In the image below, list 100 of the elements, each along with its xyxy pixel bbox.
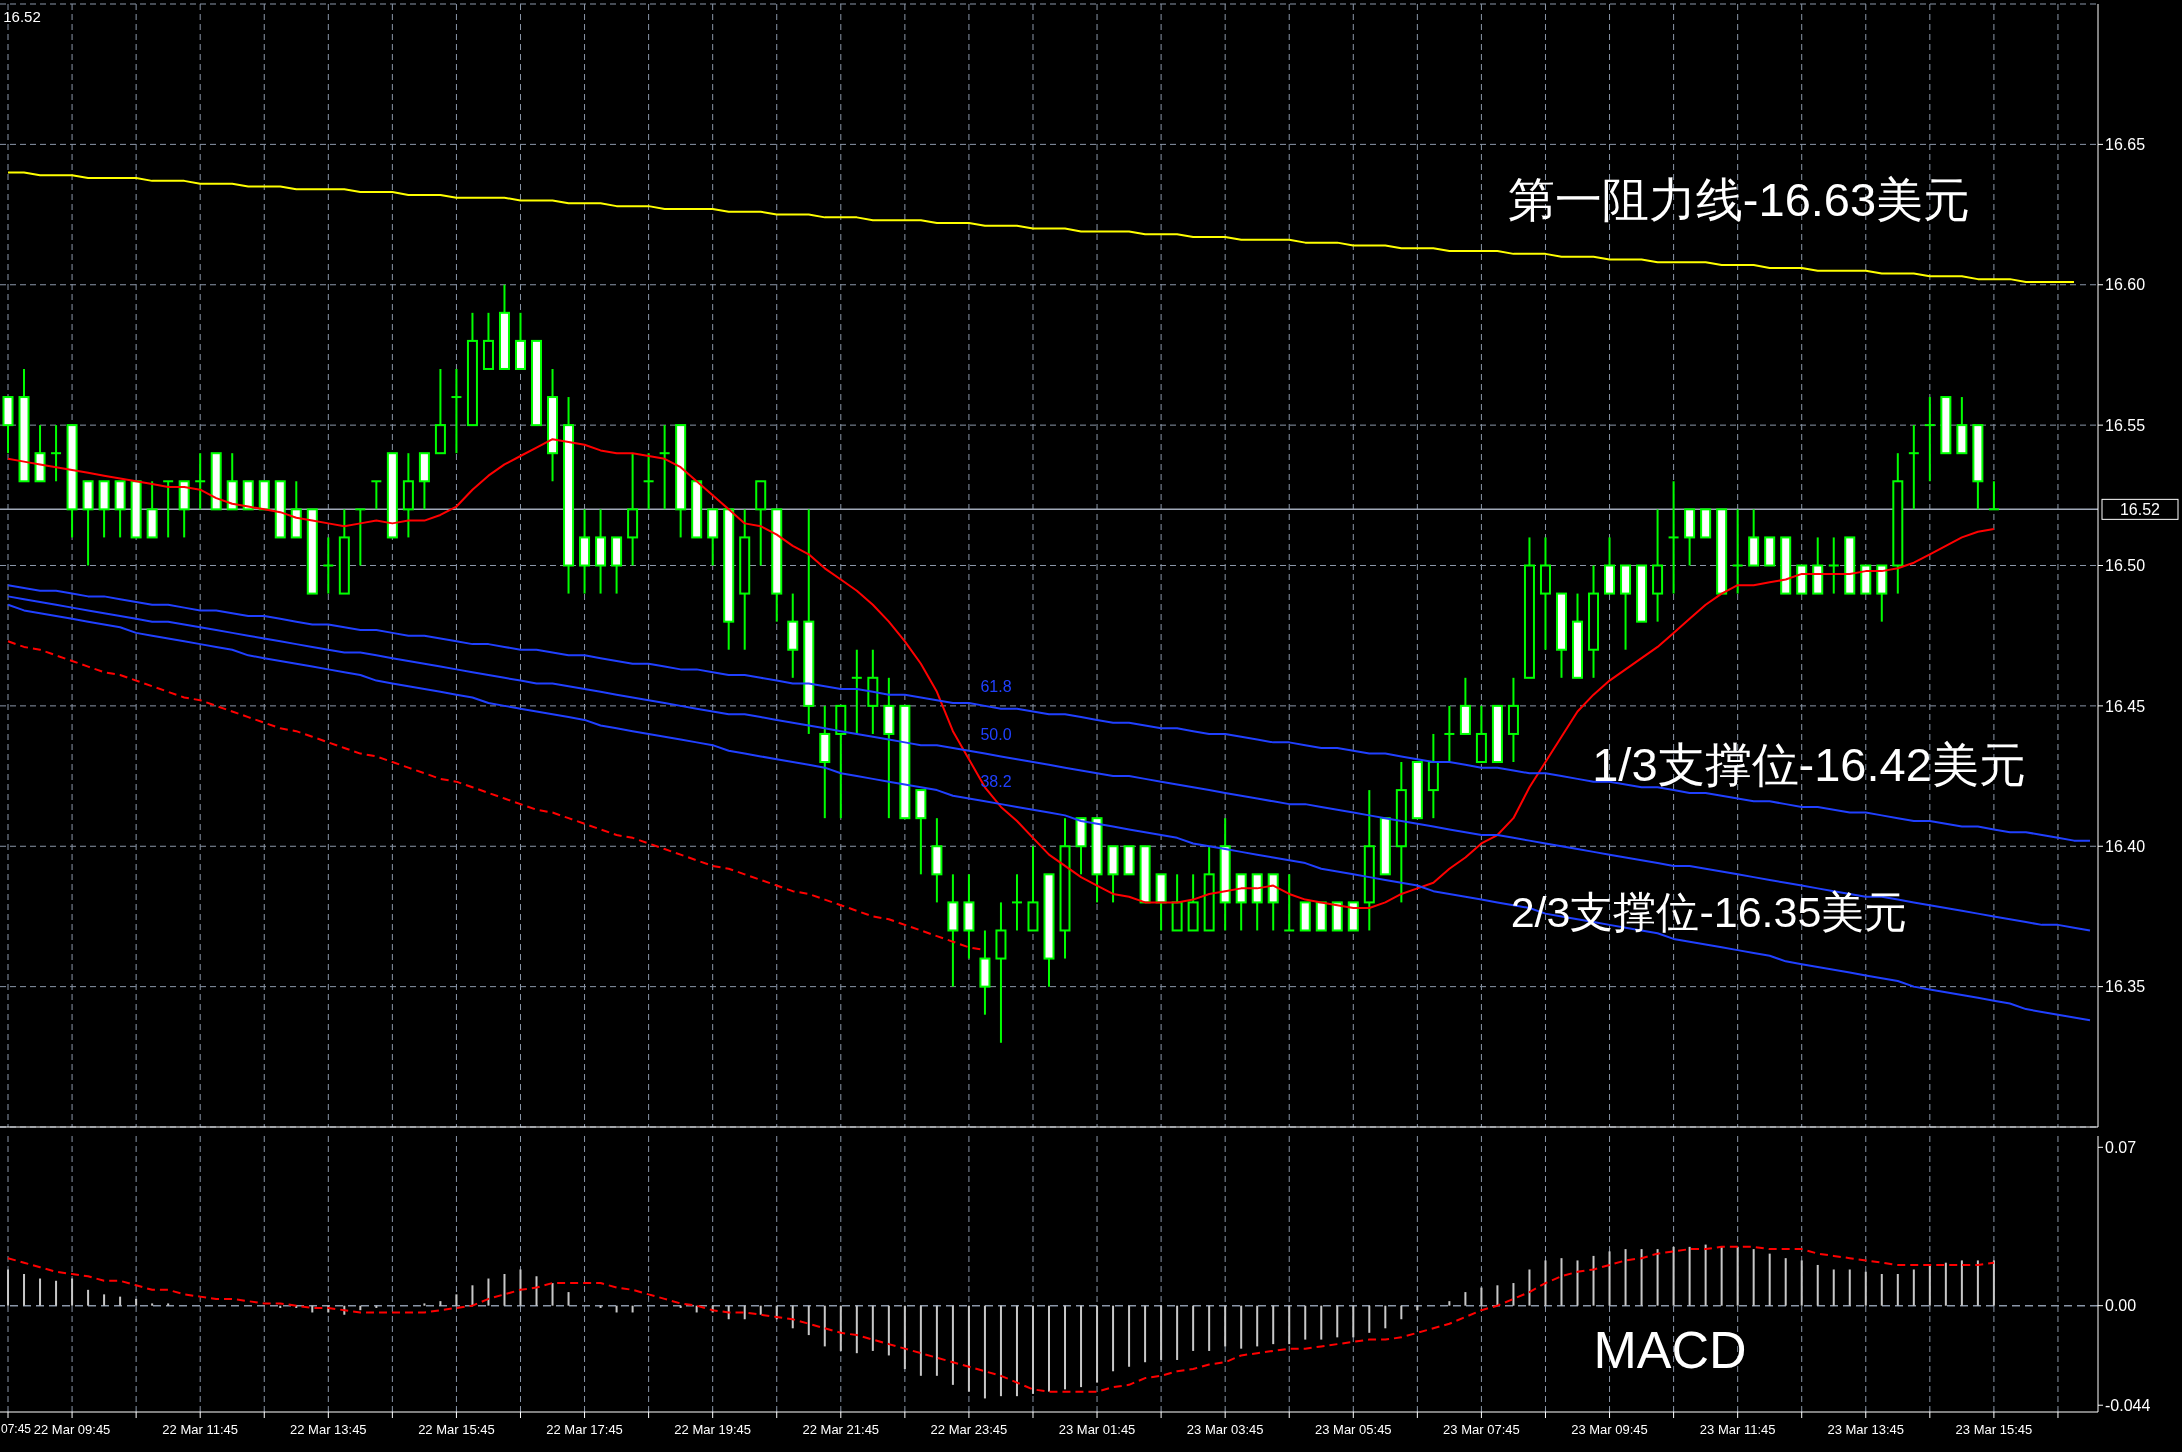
candlestick: [1667, 480, 1680, 595]
bar: [1160, 1305, 1163, 1360]
bar: [1960, 1260, 1963, 1306]
bar: [839, 1305, 842, 1351]
bar: [1272, 1305, 1275, 1345]
candlestick: [1923, 396, 1936, 483]
annotation: 50.0: [980, 726, 1012, 743]
bar: [167, 1303, 170, 1306]
bar: [7, 1269, 10, 1306]
bar: [1064, 1305, 1067, 1390]
bar: [807, 1305, 810, 1336]
candlestick: [162, 480, 175, 539]
bar: [1656, 1249, 1659, 1306]
bar: [487, 1278, 490, 1306]
line-series: [7, 595, 2091, 932]
bar: [1864, 1271, 1867, 1306]
bar: [983, 1305, 986, 1399]
annotation: MACD: [1593, 1321, 1747, 1379]
candlestick: [1827, 536, 1840, 595]
bar: [71, 1278, 74, 1306]
bar: [1192, 1305, 1195, 1351]
y-tick-label: 16.35: [2105, 978, 2146, 996]
bar: [1464, 1292, 1467, 1306]
annotation: 38.2: [980, 773, 1012, 790]
x-tick-label: 23 Mar 01:45: [1058, 1422, 1136, 1437]
bar: [1320, 1305, 1323, 1340]
annotation: 第一阻力线-16.63美元: [1507, 172, 1971, 226]
bar: [1848, 1269, 1851, 1306]
bar: [1048, 1305, 1050, 1392]
line-series: [7, 171, 2075, 283]
x-tick-label: 22 Mar 09:45: [33, 1422, 111, 1437]
bar: [871, 1305, 874, 1351]
bar: [1752, 1249, 1755, 1306]
candlestick: [194, 452, 207, 511]
bar: [1896, 1274, 1899, 1306]
bar: [1688, 1246, 1691, 1306]
bar: [135, 1298, 138, 1306]
line-series: [7, 603, 2091, 1022]
bar: [935, 1305, 938, 1376]
x-tick-label: 23 Mar 07:45: [1443, 1422, 1520, 1437]
x-tick-label: 22 Mar 11:45: [162, 1422, 239, 1437]
bar: [535, 1276, 538, 1306]
bar: [55, 1280, 58, 1306]
annotation: 1/3支撑位-16.42美元: [1592, 737, 2026, 791]
x-tick-label: 23 Mar 11:45: [1699, 1422, 1776, 1437]
bar: [1720, 1246, 1723, 1306]
x-tick-label: 22 Mar 19:45: [674, 1422, 751, 1437]
bar: [1304, 1305, 1307, 1340]
x-tick-label: 22 Mar 13:45: [290, 1422, 367, 1437]
bar: [1576, 1260, 1579, 1306]
ref-line-label: 16.52: [2119, 500, 2161, 518]
bar: [1800, 1260, 1803, 1306]
bar: [471, 1285, 474, 1306]
bar: [887, 1305, 890, 1356]
candlestick: [1987, 480, 2000, 511]
bar: [855, 1305, 858, 1354]
bar: [567, 1292, 570, 1306]
bar: [903, 1305, 906, 1370]
bar: [439, 1301, 442, 1306]
y-tick-label: 0.00: [2105, 1297, 2137, 1315]
bar: [1096, 1305, 1099, 1383]
bar: [1368, 1305, 1371, 1333]
bar: [1288, 1305, 1291, 1345]
x-tick-label: 23 Mar 03:45: [1186, 1422, 1264, 1437]
bar: [1400, 1305, 1403, 1320]
bar: [23, 1274, 26, 1306]
bar: [1112, 1305, 1115, 1372]
bar: [1944, 1262, 1947, 1306]
bar: [1992, 1260, 1995, 1306]
bar: [1208, 1305, 1211, 1351]
candlestick: [50, 424, 63, 483]
candlestick: [1443, 704, 1456, 764]
bar: [1976, 1260, 1979, 1306]
bar: [119, 1296, 122, 1306]
x-tick-label: 23 Mar 05:45: [1314, 1422, 1392, 1437]
candlestick: [850, 648, 863, 735]
y-tick-label: 16.50: [2105, 557, 2146, 575]
bar: [1384, 1305, 1387, 1329]
bar: [1336, 1305, 1339, 1338]
bar: [1704, 1244, 1707, 1306]
annotation: 16.52: [3, 7, 41, 25]
y-tick-label: 16.45: [2105, 697, 2146, 715]
candlestick: [658, 424, 671, 511]
bar: [551, 1283, 554, 1306]
bar: [423, 1303, 426, 1306]
bar: [967, 1305, 970, 1392]
annotation: 61.8: [980, 678, 1012, 695]
x-tick-label: 22 Mar 23:45: [930, 1422, 1008, 1437]
x-tick-label: 22 Mar 21:45: [802, 1422, 880, 1437]
line-series: [7, 584, 2091, 842]
y-tick-label: 0.07: [2105, 1138, 2137, 1156]
y-tick-label: 16.40: [2105, 837, 2146, 855]
bar: [1816, 1264, 1819, 1306]
bar: [1448, 1301, 1451, 1306]
candlestick: [322, 536, 335, 595]
candlestick: [1731, 508, 1744, 595]
bar: [1640, 1249, 1643, 1306]
bar: [951, 1305, 954, 1385]
bar: [151, 1303, 154, 1306]
bar: [1832, 1269, 1835, 1306]
